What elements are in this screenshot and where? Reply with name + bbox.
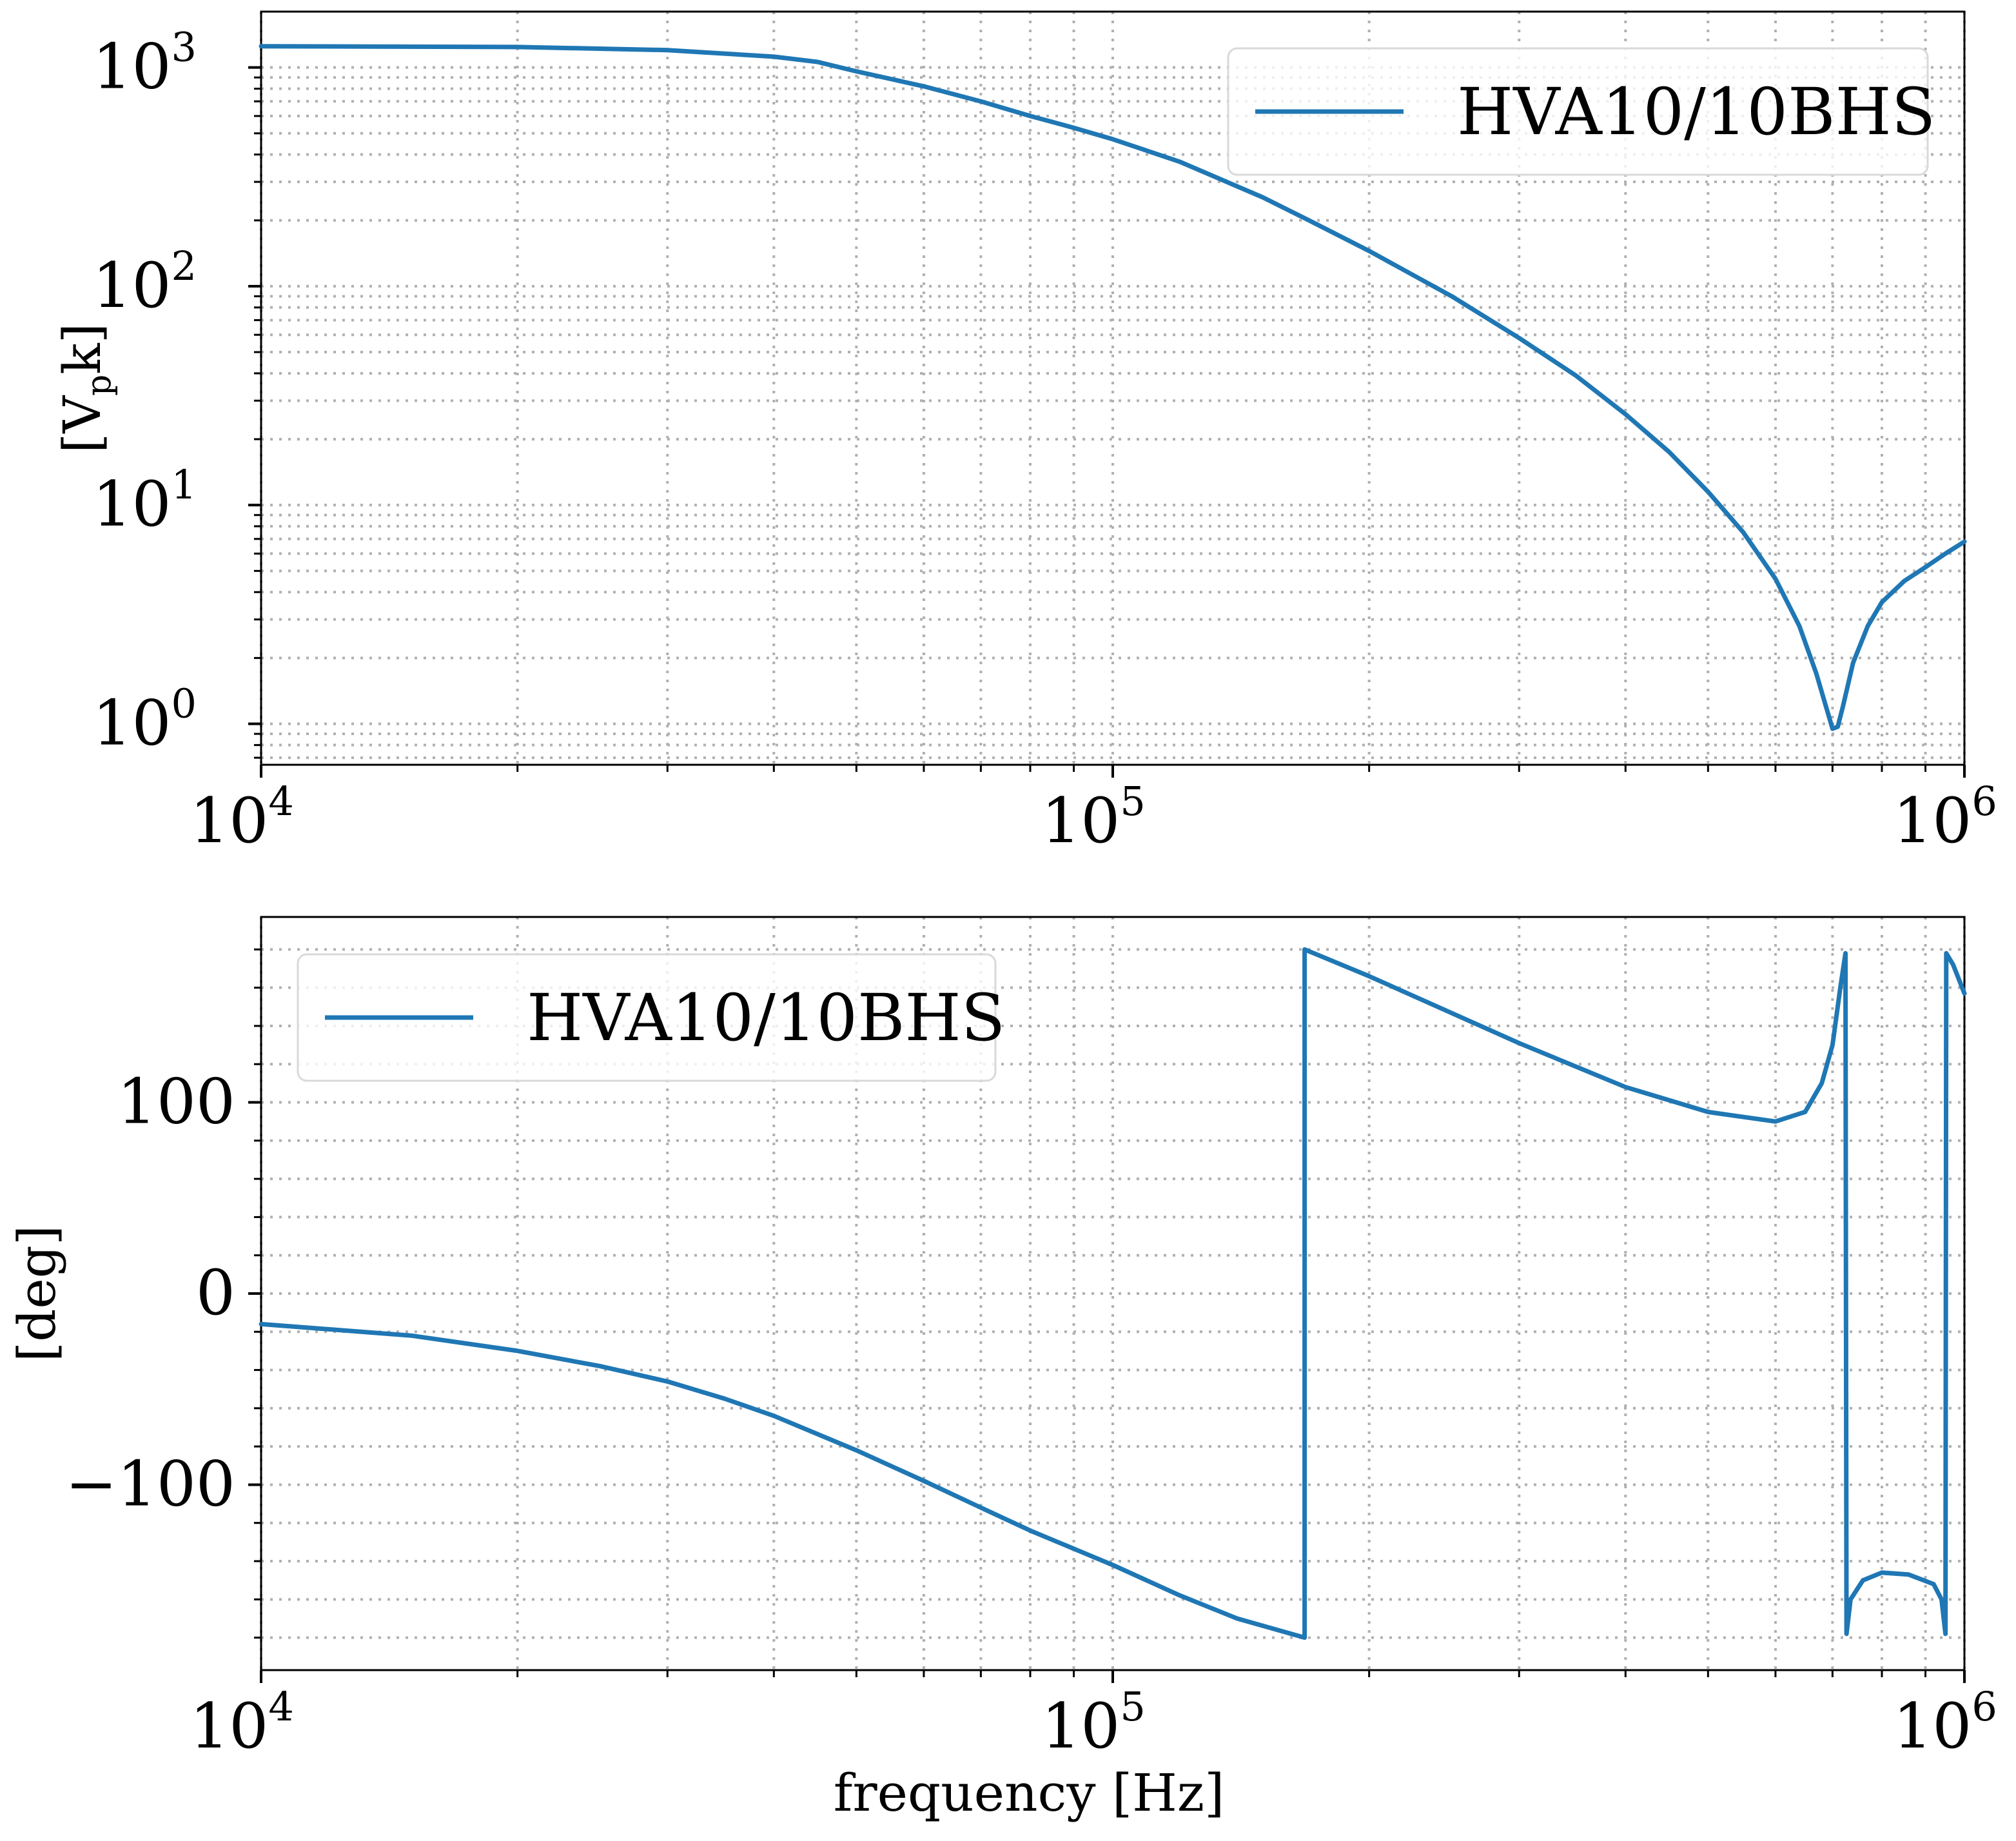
- x-tick-label: 105: [1041, 778, 1146, 857]
- y-tick-label: 100: [117, 1066, 235, 1138]
- series-line-0: [259, 947, 1967, 1640]
- legend-box: [1227, 47, 1929, 176]
- y-axis-label: [deg]: [7, 1225, 67, 1362]
- x-axis-label: frequency [Hz]: [834, 1763, 1225, 1823]
- y-tick-label: −100: [65, 1448, 235, 1520]
- legend: HVA10/10BHS: [1227, 47, 1935, 176]
- y-tick-label: 0: [196, 1257, 235, 1329]
- axis-ticks: [248, 66, 1966, 778]
- y-axis-label: [Vpk]: [52, 323, 119, 453]
- x-tick-label: 104: [190, 778, 294, 857]
- y-tick-label: 100: [92, 680, 197, 760]
- axis-ticks: [248, 948, 1966, 1683]
- legend-label: HVA10/10BHS: [1457, 74, 1935, 150]
- legend-box: [297, 953, 997, 1082]
- x-tick-label: 105: [1041, 1683, 1146, 1762]
- phase-panel: 104 105 106 −100 0 100 [deg] frequency [Hz] HVA1…: [7, 916, 1997, 1823]
- y-tick-label: 101: [92, 461, 197, 540]
- x-tick-label: 106: [1893, 1683, 1997, 1762]
- plot-frame: [260, 10, 1966, 766]
- plot-frame: [260, 916, 1966, 1671]
- x-tick-label: 104: [190, 1683, 294, 1762]
- series-line-0: [259, 44, 1967, 731]
- y-tick-label: 102: [92, 242, 197, 322]
- legend-label: HVA10/10BHS: [527, 980, 1005, 1056]
- legend: HVA10/10BHS: [297, 953, 1005, 1082]
- y-tick-label: 103: [92, 24, 197, 103]
- x-tick-label: 106: [1893, 778, 1997, 857]
- magnitude-panel: 104 105 106 100 101 102 103 [Vpk] HVA10/10BHS: [52, 10, 1997, 857]
